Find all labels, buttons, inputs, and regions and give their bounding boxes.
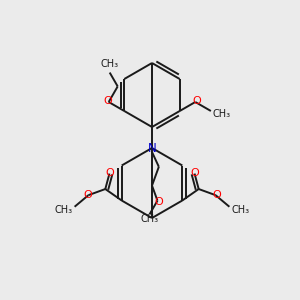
Text: CH₃: CH₃ — [55, 205, 73, 215]
Text: O: O — [190, 168, 199, 178]
Text: O: O — [154, 196, 163, 207]
Text: CH₃: CH₃ — [100, 58, 119, 69]
Text: O: O — [192, 96, 201, 106]
Text: N: N — [148, 142, 156, 154]
Text: CH₃: CH₃ — [213, 109, 231, 119]
Text: CH₃: CH₃ — [231, 205, 250, 215]
Text: O: O — [212, 190, 221, 200]
Text: CH₃: CH₃ — [140, 214, 158, 224]
Text: O: O — [83, 190, 92, 200]
Text: O: O — [105, 168, 114, 178]
Text: O: O — [103, 96, 112, 106]
